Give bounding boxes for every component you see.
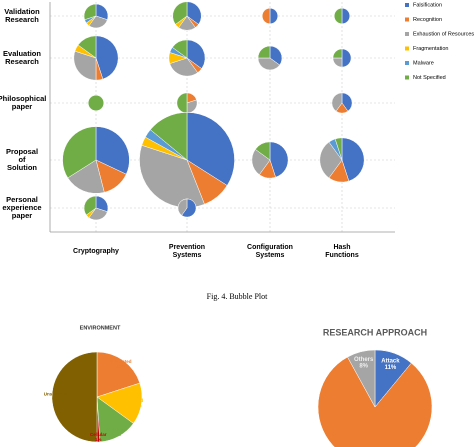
pie-slice bbox=[341, 92, 353, 112]
pie-slice bbox=[257, 45, 271, 59]
pie-slice bbox=[87, 94, 105, 112]
pie-slice bbox=[62, 126, 97, 179]
legend-label: Recognition bbox=[413, 17, 442, 23]
pie-slice bbox=[251, 149, 271, 175]
row-label: Proposal of Solution bbox=[6, 147, 38, 172]
pie-slice bbox=[172, 39, 188, 59]
caption: Fig. 4. Bubble Plot bbox=[207, 292, 268, 301]
row-label: Philosophical paper bbox=[0, 94, 46, 111]
legend-swatch bbox=[405, 32, 409, 36]
slice-label: Attack bbox=[381, 358, 400, 364]
pie-slice bbox=[149, 112, 188, 161]
pie-slice bbox=[186, 39, 206, 69]
slice-value-label: 14% bbox=[112, 432, 121, 437]
pie-slice bbox=[341, 7, 351, 25]
slice-label: Others bbox=[354, 357, 374, 363]
pie-slice bbox=[83, 195, 97, 216]
row-label: Evaluation Research bbox=[3, 49, 41, 66]
legend-swatch bbox=[405, 75, 409, 80]
pie-slice bbox=[347, 349, 376, 408]
slice-label: Wireless bbox=[107, 427, 126, 432]
row-label: Validation Research bbox=[4, 7, 40, 24]
pie-slice bbox=[341, 137, 365, 182]
pie-slice bbox=[331, 92, 343, 112]
pie-slice bbox=[317, 356, 433, 447]
pie-slice bbox=[332, 57, 343, 68]
slice-value-label: 15% bbox=[132, 403, 141, 408]
pie-slice bbox=[334, 137, 343, 161]
column-label: Hash Functions bbox=[325, 244, 359, 259]
pie-slice bbox=[255, 141, 271, 161]
pie-slice bbox=[95, 126, 130, 175]
slice-value-label: 8% bbox=[359, 364, 368, 370]
pie-slice bbox=[73, 50, 97, 81]
column-label: Cryptography bbox=[73, 248, 119, 255]
legend-label: Falsification bbox=[413, 2, 442, 8]
pie-slice bbox=[341, 48, 352, 68]
pie-slice bbox=[181, 198, 197, 218]
pie-slice bbox=[261, 7, 271, 25]
pie-slice bbox=[172, 1, 188, 25]
column-label: Configuration Systems bbox=[247, 244, 293, 259]
slice-value-label: 11% bbox=[385, 365, 397, 371]
pie-slice bbox=[333, 7, 343, 25]
column-label: Prevention Systems bbox=[169, 244, 205, 259]
legend-label: Not Specified bbox=[413, 75, 446, 81]
slice-value-label: 1% bbox=[95, 437, 102, 442]
pie-slice bbox=[176, 92, 188, 114]
pie-slice bbox=[67, 159, 105, 194]
slice-label: Unspecified bbox=[44, 392, 70, 397]
slice-value-label: 20% bbox=[116, 364, 125, 369]
pie-slice bbox=[186, 1, 202, 25]
pie-slice bbox=[319, 141, 343, 179]
slice-label: Cellular bbox=[90, 432, 107, 437]
pie-title: RESEARCH APPROACH bbox=[323, 327, 427, 337]
slice-label: Wired bbox=[131, 398, 144, 403]
pie-slice bbox=[332, 48, 343, 59]
legend-swatch bbox=[405, 17, 409, 22]
pie-title: ENVIRONMENT bbox=[80, 325, 121, 331]
legend-swatch bbox=[405, 46, 409, 51]
legend-swatch bbox=[405, 61, 409, 65]
pie-slice bbox=[51, 351, 98, 443]
pie-slice bbox=[77, 35, 97, 59]
pie-slice bbox=[95, 35, 119, 80]
legend-label: Exhaustion of Resources bbox=[413, 31, 474, 37]
pie-slice bbox=[83, 3, 97, 21]
pie-slice bbox=[269, 141, 289, 178]
pie-slice bbox=[169, 57, 198, 77]
legend-label: Fragmentation bbox=[413, 46, 448, 52]
pie-slice bbox=[177, 198, 188, 216]
pie-slice bbox=[257, 57, 281, 71]
pie-slice bbox=[269, 7, 279, 25]
legend-label: Malware bbox=[413, 60, 434, 66]
slice-label: Simulated bbox=[110, 359, 132, 364]
pie-slice bbox=[96, 351, 141, 398]
slice-value-label: 50% bbox=[52, 397, 61, 402]
legend-swatch bbox=[405, 3, 409, 7]
pie-slice bbox=[186, 112, 235, 186]
pie-slice bbox=[269, 45, 283, 66]
row-label: Personal experience paper bbox=[2, 195, 41, 220]
